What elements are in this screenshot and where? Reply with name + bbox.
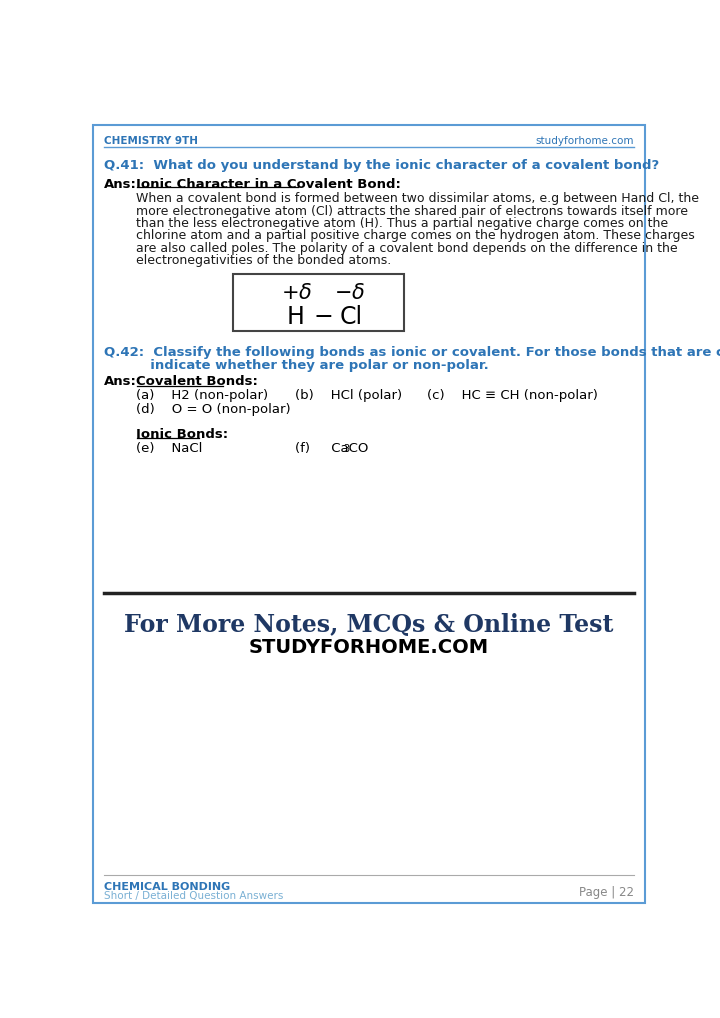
Text: Ans:: Ans: <box>104 177 137 190</box>
Text: (d)    O = O (non-polar): (d) O = O (non-polar) <box>137 403 291 416</box>
Text: For More Notes, MCQs & Online Test: For More Notes, MCQs & Online Test <box>125 614 613 637</box>
Text: studyforhome.com: studyforhome.com <box>395 195 652 388</box>
Text: studyforhome.com: studyforhome.com <box>333 126 590 318</box>
Text: (b)    HCl (polar): (b) HCl (polar) <box>295 389 402 402</box>
Text: are also called poles. The polarity of a covalent bond depends on the difference: are also called poles. The polarity of a… <box>137 241 678 254</box>
Text: chlorine atom and a partial positive charge comes on the hydrogen atom. These ch: chlorine atom and a partial positive cha… <box>137 229 696 242</box>
Text: indicate whether they are polar or non-polar.: indicate whether they are polar or non-p… <box>104 358 489 372</box>
Text: studyforhome.com: studyforhome.com <box>349 334 606 526</box>
Text: (f)     CaCO: (f) CaCO <box>295 442 369 455</box>
Text: Covalent Bonds:: Covalent Bonds: <box>137 376 258 389</box>
Text: Q.42:  Classify the following bonds as ionic or covalent. For those bonds that a: Q.42: Classify the following bonds as io… <box>104 346 720 359</box>
Text: −: − <box>313 304 333 329</box>
Text: Cl: Cl <box>340 304 363 329</box>
Text: 3: 3 <box>343 444 349 454</box>
Text: Q.41:  What do you understand by the ionic character of a covalent bond?: Q.41: What do you understand by the ioni… <box>104 159 660 172</box>
Text: Ans:: Ans: <box>104 376 137 389</box>
Text: When a covalent bond is formed between two dissimilar atoms, e.g between Hand Cl: When a covalent bond is formed between t… <box>137 192 700 206</box>
FancyBboxPatch shape <box>93 125 645 903</box>
Text: (a)    H2 (non-polar): (a) H2 (non-polar) <box>137 389 269 402</box>
Text: (e)    NaCl: (e) NaCl <box>137 442 203 455</box>
Text: STUDYFORHOME.COM: STUDYFORHOME.COM <box>249 638 489 657</box>
Text: Ionic Bonds:: Ionic Bonds: <box>137 428 229 441</box>
Text: more electronegative atom (Cl) attracts the shared pair of electrons towards its: more electronegative atom (Cl) attracts … <box>137 205 688 218</box>
Text: CHEMICAL BONDING: CHEMICAL BONDING <box>104 883 230 892</box>
Text: studyforhome.com: studyforhome.com <box>536 136 634 146</box>
Text: Page | 22: Page | 22 <box>579 886 634 899</box>
Text: electronegativities of the bonded atoms.: electronegativities of the bonded atoms. <box>137 253 392 267</box>
FancyBboxPatch shape <box>233 274 404 331</box>
Text: CHEMISTRY 9TH: CHEMISTRY 9TH <box>104 136 198 146</box>
Text: Short / Detailed Question Answers: Short / Detailed Question Answers <box>104 892 284 901</box>
Text: (c)    HC ≡ CH (non-polar): (c) HC ≡ CH (non-polar) <box>427 389 598 402</box>
Text: $+\delta$: $+\delta$ <box>282 283 312 303</box>
Text: H: H <box>287 304 305 329</box>
Text: $-\delta$: $-\delta$ <box>334 283 365 303</box>
Text: Ionic Character in a Covalent Bond:: Ionic Character in a Covalent Bond: <box>137 177 401 190</box>
Text: than the less electronegative atom (H). Thus a partial negative charge comes on : than the less electronegative atom (H). … <box>137 217 669 230</box>
Text: studyforhome.com: studyforhome.com <box>294 265 552 457</box>
